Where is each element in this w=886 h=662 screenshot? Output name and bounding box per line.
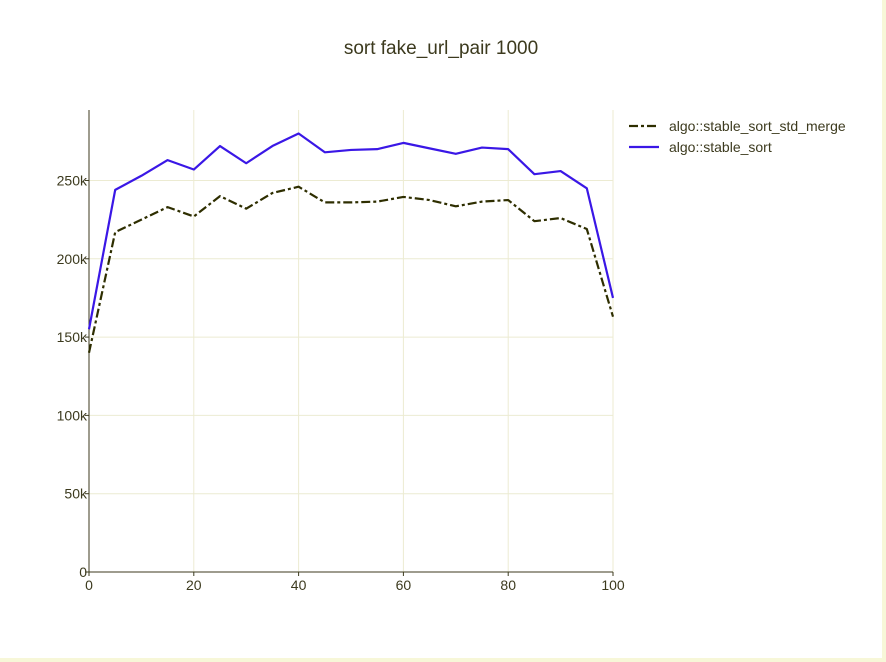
y-tick-label: 150k: [57, 329, 88, 345]
y-tick-label: 200k: [57, 251, 88, 267]
page-edge-strip: [882, 0, 886, 662]
axis-layer: 0 20 40 60 80 100 0 50k 100k 150k 200k 250k: [57, 110, 625, 593]
x-tick-label: 40: [291, 577, 307, 593]
x-tick-label: 100: [601, 577, 625, 593]
x-tick-label: 80: [500, 577, 516, 593]
x-tick-label: 20: [186, 577, 202, 593]
y-tick-label: 100k: [57, 407, 88, 423]
legend[interactable]: algo::stable_sort_std_mergealgo::stable_…: [629, 118, 846, 155]
legend-item-0[interactable]: algo::stable_sort_std_merge: [629, 118, 846, 134]
legend-label: algo::stable_sort_std_merge: [669, 118, 846, 134]
grid-layer: [89, 110, 614, 572]
series-line-0: [87, 185, 615, 353]
chart-title: sort fake_url_pair 1000: [344, 38, 538, 59]
x-tick-label: 0: [85, 577, 93, 593]
x-tick-label: 60: [396, 577, 412, 593]
legend-label: algo::stable_sort: [669, 139, 772, 155]
y-tick-label: 250k: [57, 172, 88, 188]
page-edge-strip-bottom: [0, 658, 886, 662]
y-tick-label: 50k: [64, 486, 88, 502]
legend-item-1[interactable]: algo::stable_sort: [629, 139, 772, 155]
series-line-1: [87, 132, 615, 330]
series-layer: [87, 132, 615, 353]
y-tick-label: 0: [79, 564, 87, 580]
